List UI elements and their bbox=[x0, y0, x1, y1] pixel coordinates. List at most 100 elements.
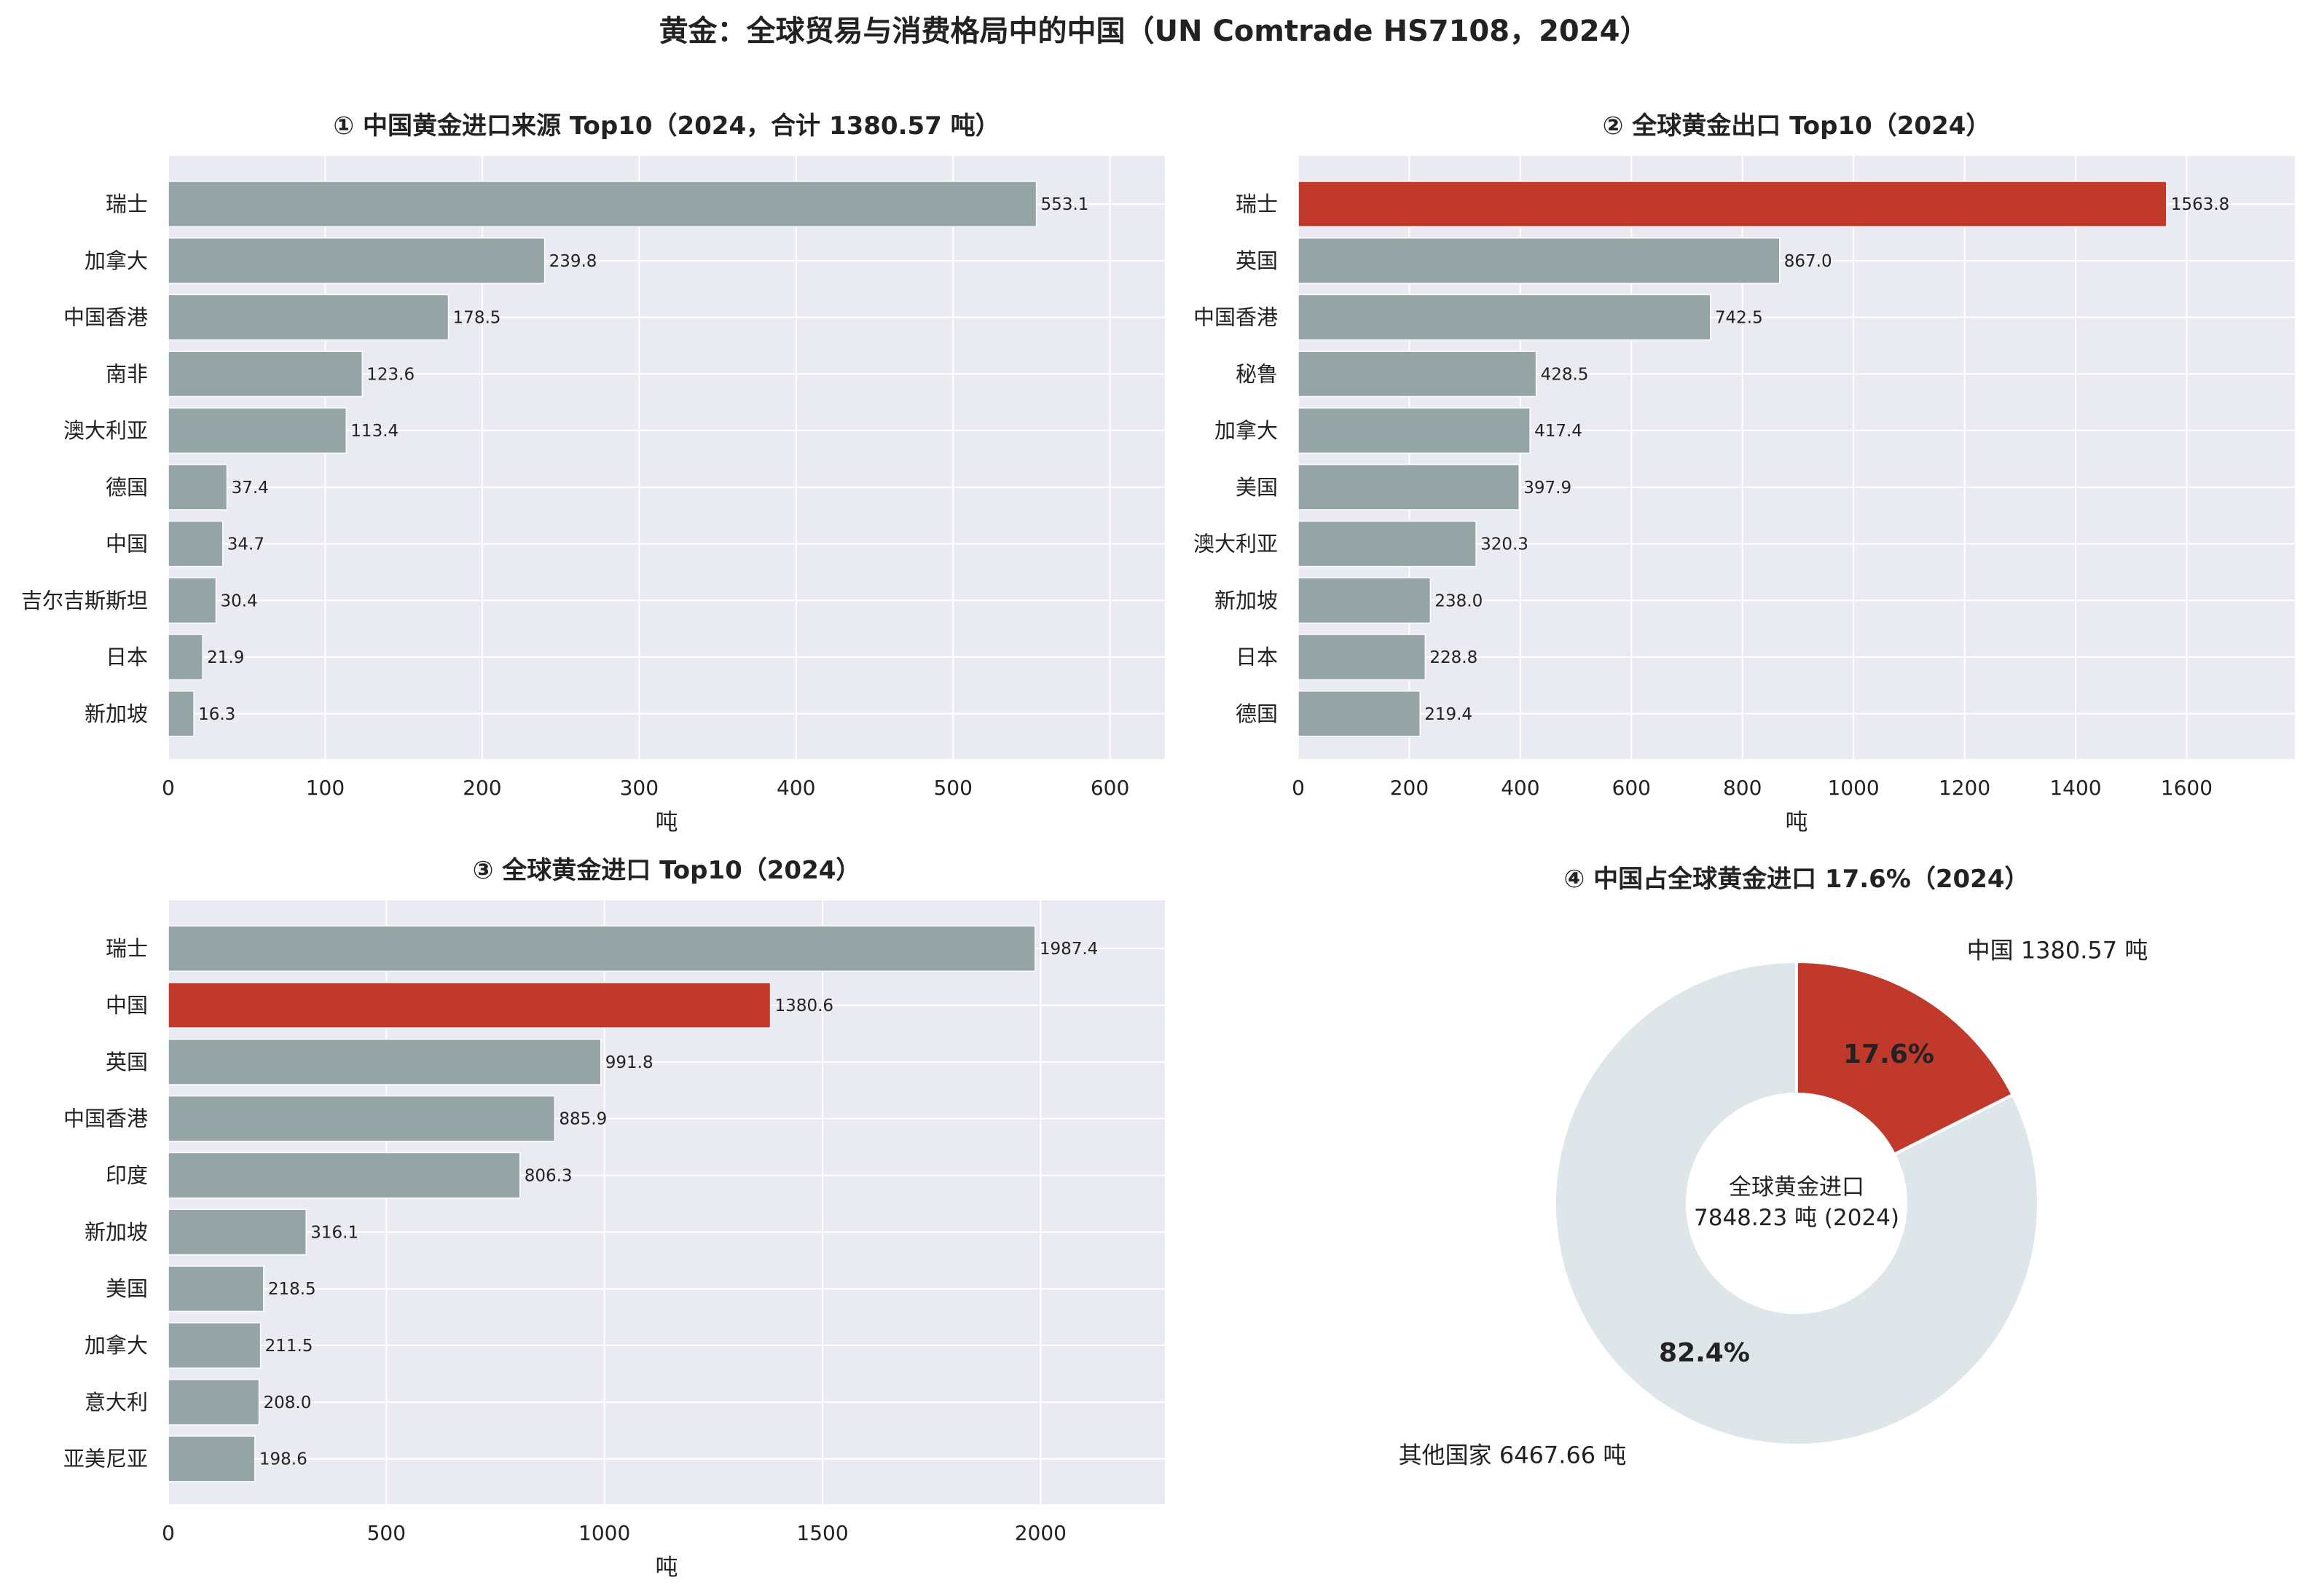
figure-title: 黄金：全球贸易与消费格局中的中国（UN Comtrade HS7108，2024… bbox=[659, 15, 1649, 48]
bar bbox=[1298, 407, 1531, 454]
category-label: 加拿大 bbox=[85, 1333, 148, 1358]
bar bbox=[1298, 350, 1537, 398]
bar bbox=[168, 463, 228, 511]
x-tick-label: 100 bbox=[306, 776, 345, 800]
bar-value-label: 1563.8 bbox=[2171, 195, 2229, 214]
x-tick-label: 1200 bbox=[1939, 776, 1990, 800]
category-label: 秘鲁 bbox=[1236, 361, 1278, 386]
bar-value-label: 320.3 bbox=[1480, 535, 1528, 554]
bar-value-label: 178.5 bbox=[453, 309, 501, 328]
bar-value-label: 1987.4 bbox=[1040, 940, 1098, 959]
bar bbox=[168, 1152, 521, 1199]
x-tick-label: 0 bbox=[162, 776, 175, 800]
category-label: 亚美尼亚 bbox=[63, 1447, 148, 1471]
bar bbox=[1298, 520, 1477, 567]
x-tick-label: 600 bbox=[1091, 776, 1129, 800]
x-tick-label: 2000 bbox=[1015, 1521, 1067, 1545]
category-label: 德国 bbox=[1236, 701, 1278, 726]
category-label: 意大利 bbox=[85, 1390, 148, 1415]
bar bbox=[168, 1095, 556, 1142]
x-tick-label: 1000 bbox=[1827, 776, 1879, 800]
panel-title: ④ 中国占全球黄金进口 17.6%（2024） bbox=[1563, 865, 2029, 894]
x-tick-label: 400 bbox=[777, 776, 815, 800]
category-label: 中国香港 bbox=[63, 1106, 148, 1131]
bar-value-label: 806.3 bbox=[525, 1167, 573, 1186]
bar bbox=[1298, 181, 2167, 227]
x-tick-label: 1500 bbox=[796, 1521, 848, 1545]
category-label: 瑞士 bbox=[1236, 192, 1278, 216]
category-label: 中国 bbox=[106, 532, 148, 557]
category-label: 澳大利亚 bbox=[63, 418, 148, 443]
donut-center-text: 7848.23 吨 (2024) bbox=[1694, 1205, 1899, 1231]
category-label: 美国 bbox=[106, 1276, 148, 1301]
bar bbox=[168, 1322, 262, 1369]
bar bbox=[168, 1265, 264, 1313]
slice-label: 中国 1380.57 吨 bbox=[1967, 937, 2148, 964]
bar-value-label: 991.8 bbox=[605, 1053, 653, 1072]
bar bbox=[1298, 237, 1781, 284]
x-axis-label: 吨 bbox=[656, 1554, 678, 1581]
x-tick-label: 200 bbox=[1390, 776, 1429, 800]
category-label: 中国香港 bbox=[1193, 305, 1278, 330]
category-label: 吉尔吉斯斯坦 bbox=[21, 588, 148, 613]
x-tick-label: 500 bbox=[933, 776, 972, 800]
category-label: 南非 bbox=[106, 361, 148, 386]
bar-value-label: 198.6 bbox=[259, 1450, 307, 1469]
x-tick-label: 1000 bbox=[578, 1521, 630, 1545]
bar bbox=[168, 350, 364, 398]
category-label: 日本 bbox=[1236, 645, 1278, 669]
category-label: 澳大利亚 bbox=[1193, 532, 1278, 557]
bar bbox=[168, 237, 546, 284]
bar-value-label: 428.5 bbox=[1541, 365, 1589, 384]
x-tick-label: 200 bbox=[463, 776, 501, 800]
bar-value-label: 1380.6 bbox=[775, 996, 833, 1015]
category-label: 加拿大 bbox=[1214, 418, 1278, 443]
slice-percent-label: 82.4% bbox=[1659, 1338, 1750, 1368]
bar-value-label: 113.4 bbox=[350, 422, 399, 441]
bar-value-label: 238.0 bbox=[1434, 591, 1483, 610]
bar bbox=[168, 294, 450, 341]
donut-slice bbox=[1795, 959, 2015, 1157]
bar-value-label: 239.8 bbox=[549, 252, 597, 271]
panel-title: ① 中国黄金进口来源 Top10（2024，合计 1380.57 吨） bbox=[333, 111, 1000, 141]
bar-value-label: 885.9 bbox=[559, 1110, 607, 1129]
category-label: 瑞士 bbox=[106, 192, 148, 216]
x-tick-label: 0 bbox=[1292, 776, 1305, 800]
bar-value-label: 417.4 bbox=[1534, 422, 1582, 441]
bar bbox=[1298, 690, 1421, 737]
bar bbox=[1298, 577, 1432, 624]
category-label: 印度 bbox=[106, 1163, 148, 1188]
bar-value-label: 316.1 bbox=[310, 1223, 358, 1242]
panel-title: ② 全球黄金出口 Top10（2024） bbox=[1603, 111, 1991, 141]
bar bbox=[1298, 634, 1426, 680]
bar-value-label: 208.0 bbox=[264, 1393, 312, 1412]
slice-percent-label: 17.6% bbox=[1843, 1039, 1934, 1069]
category-label: 日本 bbox=[106, 645, 148, 669]
bar-value-label: 211.5 bbox=[265, 1337, 313, 1356]
bar bbox=[1298, 463, 1520, 511]
bar bbox=[168, 925, 1036, 972]
donut-center-text: 全球黄金进口 bbox=[1729, 1174, 1864, 1200]
category-label: 新加坡 bbox=[1214, 588, 1278, 613]
category-label: 新加坡 bbox=[85, 701, 148, 726]
bar bbox=[168, 407, 348, 454]
bar bbox=[1298, 294, 1711, 341]
category-label: 英国 bbox=[106, 1050, 148, 1074]
category-label: 加拿大 bbox=[85, 248, 148, 273]
bar-value-label: 742.5 bbox=[1715, 309, 1763, 328]
panel-title: ③ 全球黄金进口 Top10（2024） bbox=[473, 856, 861, 885]
slice-label: 其他国家 6467.66 吨 bbox=[1399, 1441, 1627, 1469]
x-tick-label: 0 bbox=[162, 1521, 175, 1545]
bar bbox=[168, 1208, 307, 1256]
bar-value-label: 867.0 bbox=[1784, 252, 1832, 271]
bar bbox=[168, 1379, 260, 1426]
bar bbox=[168, 982, 772, 1029]
bar bbox=[168, 634, 203, 680]
bar-value-label: 553.1 bbox=[1041, 195, 1089, 214]
category-label: 中国香港 bbox=[63, 305, 148, 330]
bar-value-label: 219.4 bbox=[1424, 705, 1472, 724]
bar-value-label: 218.5 bbox=[268, 1280, 316, 1299]
